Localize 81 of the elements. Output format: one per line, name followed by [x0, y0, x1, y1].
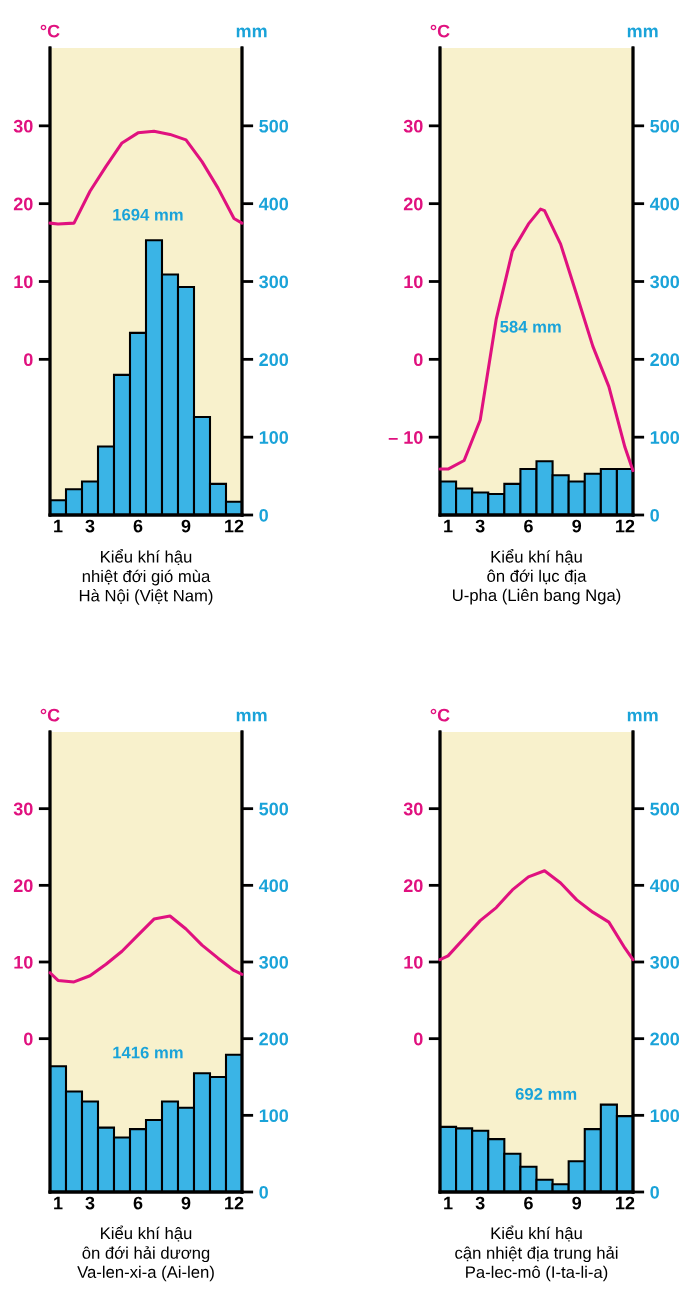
y2-tick-label: 400: [649, 197, 680, 211]
y-tick-label: 30: [403, 802, 423, 816]
text: Kiểu khí hậu cận nhiệt địa trung hải Pa-lec-mô (I-ta-li-a): [455, 1225, 618, 1282]
y-tick-label: – 10: [388, 431, 423, 444]
y2-axis-title: mm: [627, 711, 658, 722]
y-tick-label: 0: [24, 1032, 33, 1046]
y-tick-label: 0: [24, 353, 33, 367]
y-tick-label: 30: [403, 119, 423, 133]
y2-tick-label: 0: [650, 508, 659, 522]
y2-tick-label: 0: [259, 508, 268, 522]
x-tick-label: 9: [181, 519, 191, 533]
annotation: 1694 mm: [113, 208, 183, 221]
y-axis-title: °C: [40, 24, 60, 38]
x-tick-label: 9: [572, 519, 582, 533]
x-tick-label: 3: [85, 519, 95, 533]
line-series: [438, 869, 635, 962]
annotation: 584 mm: [500, 320, 561, 333]
y-tick-label: 20: [13, 879, 33, 893]
x-tick-label: 9: [181, 1196, 191, 1210]
y2-tick-label: 500: [259, 119, 289, 133]
y-tick-label: 20: [13, 197, 33, 211]
y2-tick-label: 0: [259, 1185, 268, 1199]
y-tick-label: 10: [404, 955, 423, 969]
y2-tick-label: 100: [259, 431, 289, 444]
x-tick-label: 6: [133, 519, 143, 533]
x-tick-label: 3: [85, 1196, 95, 1210]
text: Kiểu khí hậu nhiệt đới gió mùa Hà Nội (Việt Nam): [79, 549, 213, 605]
y2-tick-label: 400: [258, 197, 289, 211]
y-tick-label: 0: [414, 353, 423, 367]
y-tick-label: 10: [404, 275, 423, 289]
x-tick-label: 6: [524, 1196, 533, 1210]
y2-tick-label: 400: [258, 879, 289, 893]
x-tick-label: 9: [572, 1196, 582, 1210]
x-tick-label: 6: [524, 519, 533, 533]
y2-tick-label: 200: [259, 1032, 289, 1046]
y2-axis-title: mm: [236, 711, 267, 722]
y-tick-label: 30: [13, 802, 33, 816]
text: Kiểu khí hậu ôn đới hải dương Va-len-xi-a (Ai-len): [77, 1225, 214, 1282]
x-tick-label: 12: [616, 1196, 635, 1210]
line-series: [48, 914, 244, 984]
y-axis-title: °C: [430, 708, 450, 722]
y2-tick-label: 400: [649, 879, 680, 893]
x-tick-label: 6: [133, 1196, 143, 1210]
y2-axis-title: mm: [627, 27, 658, 38]
y2-tick-label: 300: [650, 275, 680, 289]
y2-tick-label: 200: [650, 353, 680, 367]
y2-tick-label: 300: [650, 955, 680, 969]
y2-axis-title: mm: [236, 27, 267, 38]
x-tick-label: 12: [225, 1196, 244, 1210]
y-tick-label: 10: [14, 955, 33, 969]
annotation: 1416 mm: [113, 1046, 183, 1059]
x-tick-label: 1: [54, 1196, 63, 1210]
y-tick-label: 0: [414, 1032, 423, 1046]
y2-tick-label: 100: [650, 431, 680, 444]
annotation: 692 mm: [515, 1088, 577, 1100]
x-tick-label: 12: [616, 519, 635, 533]
y2-tick-label: 300: [259, 275, 289, 289]
y2-tick-label: 500: [259, 802, 289, 816]
y2-tick-label: 200: [259, 353, 289, 367]
line-series: [438, 207, 635, 473]
y2-tick-label: 200: [650, 1032, 680, 1046]
x-tick-label: 1: [444, 1196, 453, 1210]
line-series: [48, 129, 244, 226]
y-tick-label: 20: [403, 197, 423, 211]
x-tick-label: 1: [54, 519, 63, 533]
text: Kiểu khí hậu ôn đới lục địa U-pha (Liên bang Nga): [453, 549, 621, 605]
y-tick-label: 10: [14, 275, 33, 289]
y2-tick-label: 0: [650, 1185, 659, 1199]
y2-tick-label: 100: [259, 1109, 289, 1123]
y-tick-label: 30: [13, 119, 33, 133]
x-tick-label: 3: [475, 519, 485, 533]
y2-tick-label: 500: [650, 802, 680, 816]
x-tick-label: 1: [444, 519, 453, 533]
y-axis-title: °C: [40, 708, 60, 722]
y-axis-title: °C: [430, 24, 450, 38]
x-tick-label: 12: [225, 519, 244, 533]
x-tick-label: 3: [475, 1196, 485, 1210]
y2-tick-label: 500: [650, 119, 680, 133]
y-tick-label: 20: [403, 879, 423, 893]
y2-tick-label: 300: [259, 955, 289, 969]
y2-tick-label: 100: [650, 1109, 680, 1123]
